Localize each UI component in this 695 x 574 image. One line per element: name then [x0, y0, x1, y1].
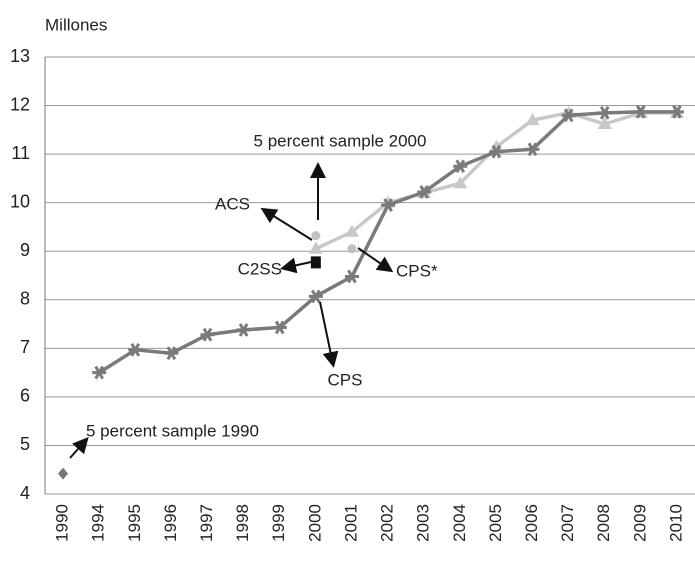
- x-tick-label: 1995: [125, 504, 144, 542]
- y-tick-label: 11: [11, 143, 30, 163]
- marker-stroke: [347, 269, 357, 284]
- marker: [128, 342, 143, 357]
- marker: [633, 105, 648, 119]
- series-line: [98, 110, 677, 375]
- annotation-label: 5 percent sample 1990: [86, 421, 259, 440]
- y-tick-label: 5: [20, 434, 30, 454]
- y-axis-label: Millones: [45, 15, 107, 34]
- x-tick-label: 2006: [522, 504, 541, 542]
- marker-stroke: [599, 106, 610, 120]
- marker: [200, 327, 215, 342]
- marker: [561, 108, 576, 123]
- marker: [489, 144, 504, 159]
- x-tick-label: 1996: [161, 504, 180, 542]
- marker: [58, 467, 69, 480]
- annotation-arrow: [260, 207, 313, 241]
- x-tick-label: 1997: [197, 504, 216, 542]
- annotation-arrow: [357, 247, 394, 273]
- marker: [597, 117, 612, 130]
- marker: [236, 323, 251, 337]
- annotation-label: CPS*: [396, 261, 438, 280]
- annotation-label: CPS: [328, 370, 363, 389]
- marker: [453, 159, 468, 174]
- marker-stroke: [419, 185, 429, 199]
- marker-stroke: [311, 289, 321, 304]
- marker: [597, 106, 612, 120]
- marker: [272, 320, 287, 335]
- marker-stroke: [527, 142, 538, 157]
- x-tick-label: 2001: [341, 504, 360, 542]
- marker: [308, 241, 323, 254]
- marker-stroke: [383, 198, 393, 212]
- marker: [344, 269, 359, 284]
- marker: [525, 113, 540, 126]
- x-tick-label: 1994: [89, 504, 108, 542]
- marker: [310, 256, 321, 269]
- x-tick-label: 2000: [305, 504, 324, 542]
- x-tick-label: 2002: [378, 504, 397, 542]
- marker-stroke: [238, 323, 249, 337]
- marker: [381, 198, 396, 212]
- y-tick-label: 9: [20, 240, 30, 260]
- y-tick-label: 12: [10, 94, 30, 114]
- marker-stroke: [455, 159, 466, 174]
- marker-stroke: [130, 342, 141, 357]
- marker: [669, 105, 684, 119]
- y-tick-label: 6: [20, 386, 30, 406]
- annotation-label: C2SS: [238, 259, 282, 278]
- x-tick-label: 2009: [630, 504, 649, 542]
- marker: [308, 289, 323, 304]
- marker-stroke: [202, 327, 213, 342]
- annotation-arrow: [319, 301, 339, 368]
- x-tick-label: 2003: [414, 504, 433, 542]
- y-tick-label: 13: [10, 46, 30, 66]
- annotation-arrow: [280, 257, 312, 274]
- marker-stroke: [491, 144, 502, 159]
- annotation-label: ACS: [215, 194, 250, 213]
- y-tick-label: 7: [20, 337, 30, 357]
- marker: [164, 346, 179, 361]
- marker-stroke: [274, 320, 285, 335]
- x-tick-label: 2008: [594, 504, 613, 542]
- x-tick-label: 1990: [53, 504, 72, 542]
- y-tick-label: 4: [20, 483, 30, 503]
- x-tick-label: 2004: [450, 504, 469, 542]
- marker-stroke: [94, 365, 104, 380]
- marker: [311, 231, 321, 241]
- x-tick-label: 2005: [486, 504, 505, 542]
- x-tick-label: 2010: [666, 504, 685, 542]
- x-tick-label: 1999: [269, 504, 288, 542]
- marker: [525, 142, 540, 157]
- annotation-label: 5 percent sample 2000: [254, 131, 427, 150]
- marker-stroke: [672, 105, 682, 119]
- x-tick-label: 2007: [558, 504, 577, 542]
- y-tick-label: 10: [10, 191, 30, 211]
- x-tick-label: 1998: [233, 504, 252, 542]
- marker: [347, 244, 357, 254]
- marker-stroke: [636, 105, 646, 119]
- marker: [489, 139, 504, 152]
- marker: [344, 224, 359, 237]
- marker: [92, 365, 107, 380]
- annotation-arrow: [69, 437, 89, 459]
- marker: [453, 176, 468, 189]
- marker: [417, 185, 432, 199]
- y-tick-label: 8: [20, 289, 30, 309]
- marker-stroke: [166, 346, 177, 361]
- marker-stroke: [563, 108, 574, 123]
